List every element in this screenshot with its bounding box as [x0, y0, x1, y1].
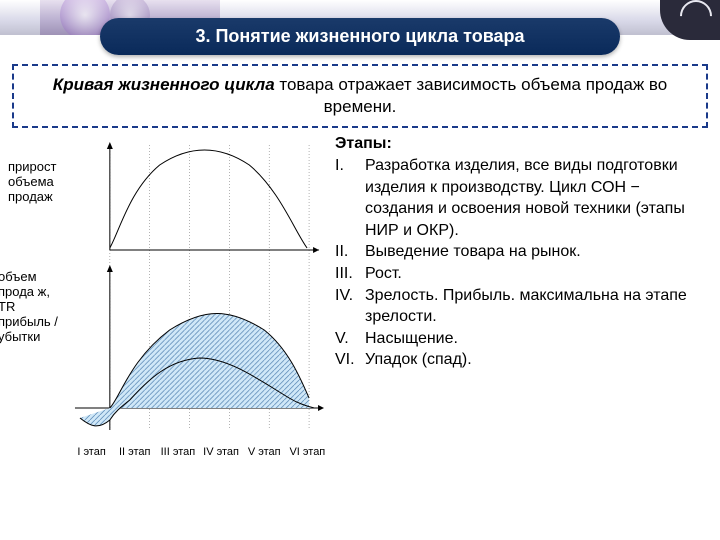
- text-column: Этапы: I.Разработка изделия, все виды по…: [335, 130, 720, 540]
- stage-text: Выведение товара на рынок.: [365, 241, 581, 263]
- x-label: V этап: [243, 446, 286, 458]
- stage-text: Рост.: [365, 263, 402, 285]
- x-axis-labels: I этапII этапIII этапIV этапV этапVI эта…: [70, 446, 329, 458]
- stage-text: Зрелость. Прибыль. максимальна на этапе …: [365, 285, 702, 328]
- y-label-volume: объем прода ж, TRприбыль / убытки: [0, 270, 70, 345]
- x-label: VI этап: [286, 446, 329, 458]
- chart-svg: [70, 140, 329, 435]
- y-label-growth: прирост объема продаж: [8, 160, 70, 205]
- chart-column: прирост объема продаж объем прода ж, TRп…: [0, 130, 335, 540]
- stages-title: Этапы:: [335, 135, 702, 153]
- slide-title: 3. Понятие жизненного цикла товара: [100, 18, 620, 55]
- chart-svg-wrap: [70, 140, 329, 435]
- stage-item: V.Насыщение.: [335, 328, 702, 350]
- main-area: прирост объема продаж объем прода ж, TRп…: [0, 130, 720, 540]
- stage-roman: III.: [335, 263, 365, 285]
- stage-text: Насыщение.: [365, 328, 458, 350]
- stage-roman: VI.: [335, 349, 365, 371]
- stage-roman: IV.: [335, 285, 365, 328]
- lifecycle-chart: прирост объема продаж объем прода ж, TRп…: [6, 140, 329, 470]
- stage-text: Упадок (спад).: [365, 349, 472, 371]
- stage-item: II.Выведение товара на рынок.: [335, 241, 702, 263]
- subtitle-bold: Кривая жизненного цикла: [53, 75, 275, 94]
- stage-roman: I.: [335, 155, 365, 241]
- stage-item: IV.Зрелость. Прибыль. максимальна на эта…: [335, 285, 702, 328]
- subtitle-box: Кривая жизненного цикла товара отражает …: [12, 64, 708, 128]
- subtitle-rest: товара отражает зависимость объема прода…: [275, 75, 668, 116]
- stage-item: I.Разработка изделия, все виды подготовк…: [335, 155, 702, 241]
- stage-item: III.Рост.: [335, 263, 702, 285]
- subtitle: Кривая жизненного цикла товара отражает …: [26, 74, 694, 118]
- stages-list: I.Разработка изделия, все виды подготовк…: [335, 155, 702, 371]
- x-label: IV этап: [199, 446, 242, 458]
- stage-roman: V.: [335, 328, 365, 350]
- stage-text: Разработка изделия, все виды подготовки …: [365, 155, 702, 241]
- x-label: II этап: [113, 446, 156, 458]
- x-label: I этап: [70, 446, 113, 458]
- stage-roman: II.: [335, 241, 365, 263]
- x-label: III этап: [156, 446, 199, 458]
- stage-item: VI.Упадок (спад).: [335, 349, 702, 371]
